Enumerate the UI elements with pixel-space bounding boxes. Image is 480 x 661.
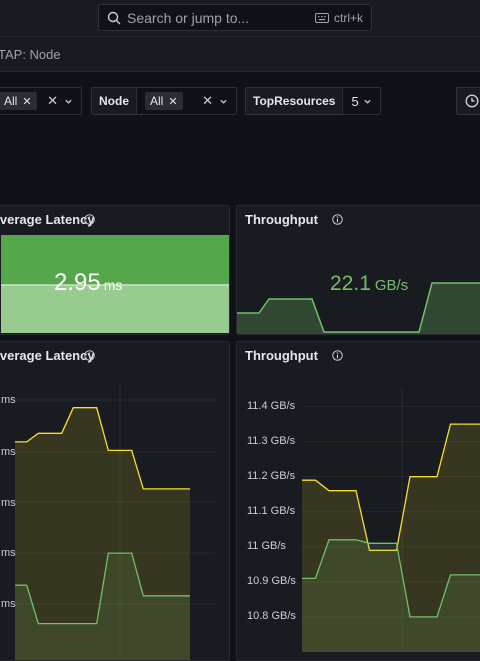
series-area xyxy=(302,424,480,652)
search-placeholder: Search or jump to... xyxy=(127,9,250,26)
series-line xyxy=(302,423,480,551)
info-icon[interactable] xyxy=(332,214,343,225)
time-picker-button[interactable] xyxy=(456,87,480,115)
series-area xyxy=(15,407,190,660)
y-tick-label: ms xyxy=(1,446,16,458)
y-tick-label: ms xyxy=(1,547,16,559)
series-line xyxy=(15,552,190,625)
clock-icon xyxy=(465,94,479,108)
chevron-down-icon[interactable] xyxy=(64,97,73,106)
variable-label-node: Node xyxy=(92,88,137,114)
timeseries-panel-throughput: Throughput 11.4 GB/s 11.3 GB/s 11.2 GB/s 11… xyxy=(236,341,480,661)
variable-select-1[interactable]: All ✕ ✕ xyxy=(0,87,82,115)
series-area xyxy=(302,539,480,652)
series-area xyxy=(15,553,190,660)
latency-chart xyxy=(15,382,215,660)
info-icon[interactable] xyxy=(332,350,343,361)
clear-icon[interactable]: ✕ xyxy=(47,93,58,108)
y-tick-label: ms xyxy=(1,394,16,406)
y-tick-label: 11.1 GB/s xyxy=(247,504,296,517)
variable-chip[interactable]: All ✕ xyxy=(0,92,37,110)
panel-title: Average Latency xyxy=(0,348,95,363)
y-tick-label: 11.3 GB/s xyxy=(247,434,296,447)
stat-number: 2.95 xyxy=(54,269,101,296)
throughput-chart xyxy=(302,389,480,652)
y-tick-label: 11.2 GB/s xyxy=(247,469,296,482)
stat-sparkline xyxy=(1,284,229,333)
search-bar[interactable]: Search or jump to... ctrl+k xyxy=(98,4,372,31)
stat-unit: GB/s xyxy=(374,277,409,294)
y-tick-label: ms xyxy=(1,497,16,509)
remove-icon[interactable]: ✕ xyxy=(168,95,178,108)
shortcut-label: ctrl+k xyxy=(333,10,363,25)
keyboard-icon xyxy=(314,12,329,23)
y-tick-label: ms xyxy=(1,598,16,610)
keyboard-shortcut: ctrl+k xyxy=(314,10,363,25)
stat-value: 2.95 ms xyxy=(54,269,122,297)
top-bar: Search or jump to... ctrl+k xyxy=(0,0,480,37)
variable-label-topresources: TopResources xyxy=(246,88,344,114)
panel-title: Throughput xyxy=(245,212,318,227)
variable-select-node[interactable]: Node All ✕ ✕ xyxy=(91,87,237,115)
clear-icon[interactable]: ✕ xyxy=(202,93,213,108)
chip-label: All xyxy=(150,94,164,108)
panel-title: Throughput xyxy=(245,348,318,363)
chevron-down-icon[interactable] xyxy=(219,97,228,106)
breadcrumb-bar: TAP: Node xyxy=(0,37,480,72)
remove-icon[interactable]: ✕ xyxy=(22,95,32,108)
chevron-down-icon[interactable] xyxy=(363,97,372,106)
panel-title: Average Latency xyxy=(0,212,95,227)
stat-panel-throughput: Throughput 22.1 GB/s xyxy=(236,205,480,335)
info-icon[interactable] xyxy=(84,214,95,225)
series-line xyxy=(15,407,190,490)
series-line xyxy=(302,539,480,618)
variable-chip[interactable]: All ✕ xyxy=(145,92,183,110)
stat-sparkline xyxy=(237,282,480,334)
search-icon xyxy=(107,11,121,24)
stat-unit: ms xyxy=(103,277,123,293)
y-tick-label: 10.8 GB/s xyxy=(247,609,296,622)
info-icon[interactable] xyxy=(84,350,95,361)
chip-label: All xyxy=(4,94,18,108)
stat-number: 22.1 xyxy=(330,272,371,295)
stat-panel-latency: Average Latency 2.95 ms xyxy=(0,205,230,335)
y-tick-label: 11.4 GB/s xyxy=(247,399,296,412)
variable-value: 5 xyxy=(351,93,359,109)
y-tick-label: 10.9 GB/s xyxy=(247,574,296,587)
timeseries-panel-latency: Average Latency ms ms ms ms ms xyxy=(0,341,230,661)
breadcrumb[interactable]: TAP: Node xyxy=(0,47,61,62)
stat-value: 22.1 GB/s xyxy=(330,272,408,296)
variable-select-topresources[interactable]: TopResources 5 xyxy=(245,87,381,115)
y-tick-label: 11 GB/s xyxy=(247,539,286,552)
